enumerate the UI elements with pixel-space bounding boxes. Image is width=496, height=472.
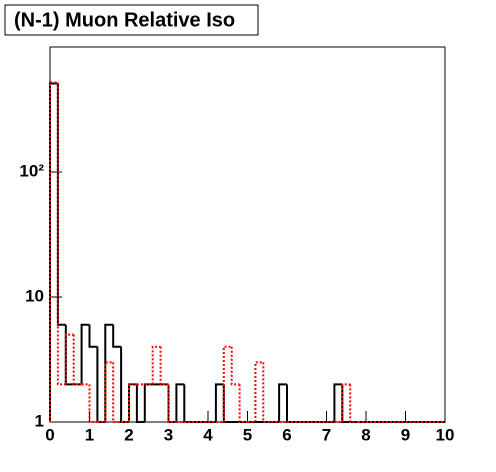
histogram-bin [167, 384, 177, 423]
histogram-bin [56, 83, 66, 326]
x-tick-label: 10 [436, 425, 455, 444]
histogram-bin [56, 82, 66, 386]
histogram-bin [88, 384, 98, 423]
histogram-bin [183, 384, 193, 423]
histogram-bin [167, 384, 177, 423]
histogram-bin [80, 323, 90, 385]
x-tick-label: 3 [164, 425, 173, 444]
histogram-bin [96, 346, 106, 423]
histogram-bin [112, 362, 122, 423]
histogram-bin [333, 383, 343, 422]
histogram-bin [104, 323, 114, 422]
histogram-bin [230, 346, 240, 386]
histogram-bin [120, 346, 129, 423]
histogram-bin [286, 384, 295, 423]
histogram-bin [49, 81, 58, 422]
histogram-bin [262, 362, 272, 423]
y-tick-label: 1 [35, 411, 44, 430]
histogram-bin [278, 383, 287, 422]
x-tick-label: 8 [361, 425, 370, 444]
x-tick-label: 6 [282, 425, 291, 444]
histogram-bin [72, 334, 82, 386]
chart-title: (N-1) Muon Relative Iso [14, 9, 235, 31]
histogram-bin [128, 383, 137, 422]
x-tick-label: 9 [401, 425, 410, 444]
x-tick-label: 7 [322, 425, 331, 444]
x-tick-label: 4 [203, 425, 213, 444]
histogram-bin [341, 384, 351, 423]
y-tick-label: 10 [25, 286, 44, 305]
histogram-bin [135, 384, 145, 423]
histogram-bin [112, 324, 122, 348]
histogram-bin [238, 384, 248, 423]
histogram-bin [222, 384, 232, 423]
histogram-bin [151, 345, 161, 385]
histogram-bin [88, 324, 98, 348]
x-tick-label: 2 [124, 425, 133, 444]
y-tick-label: 10² [19, 161, 44, 180]
histogram-bin [214, 383, 224, 422]
x-tick-label: 1 [85, 425, 94, 444]
plot-frame [49, 46, 446, 423]
histogram-bin [222, 345, 232, 422]
histogram-bin [64, 333, 74, 385]
histogram-bin [349, 384, 359, 423]
histogram-bin [254, 361, 264, 422]
histogram-bin [128, 383, 137, 422]
histogram-bin [49, 82, 58, 422]
histogram-bin [104, 361, 114, 422]
x-tick-label: 5 [243, 425, 252, 444]
histogram-bin [175, 383, 185, 422]
histogram-bin [341, 383, 351, 422]
histogram-bin [159, 346, 169, 386]
x-tick-label: 0 [45, 425, 54, 444]
histogram-bin [143, 383, 153, 422]
title-box [4, 4, 259, 36]
